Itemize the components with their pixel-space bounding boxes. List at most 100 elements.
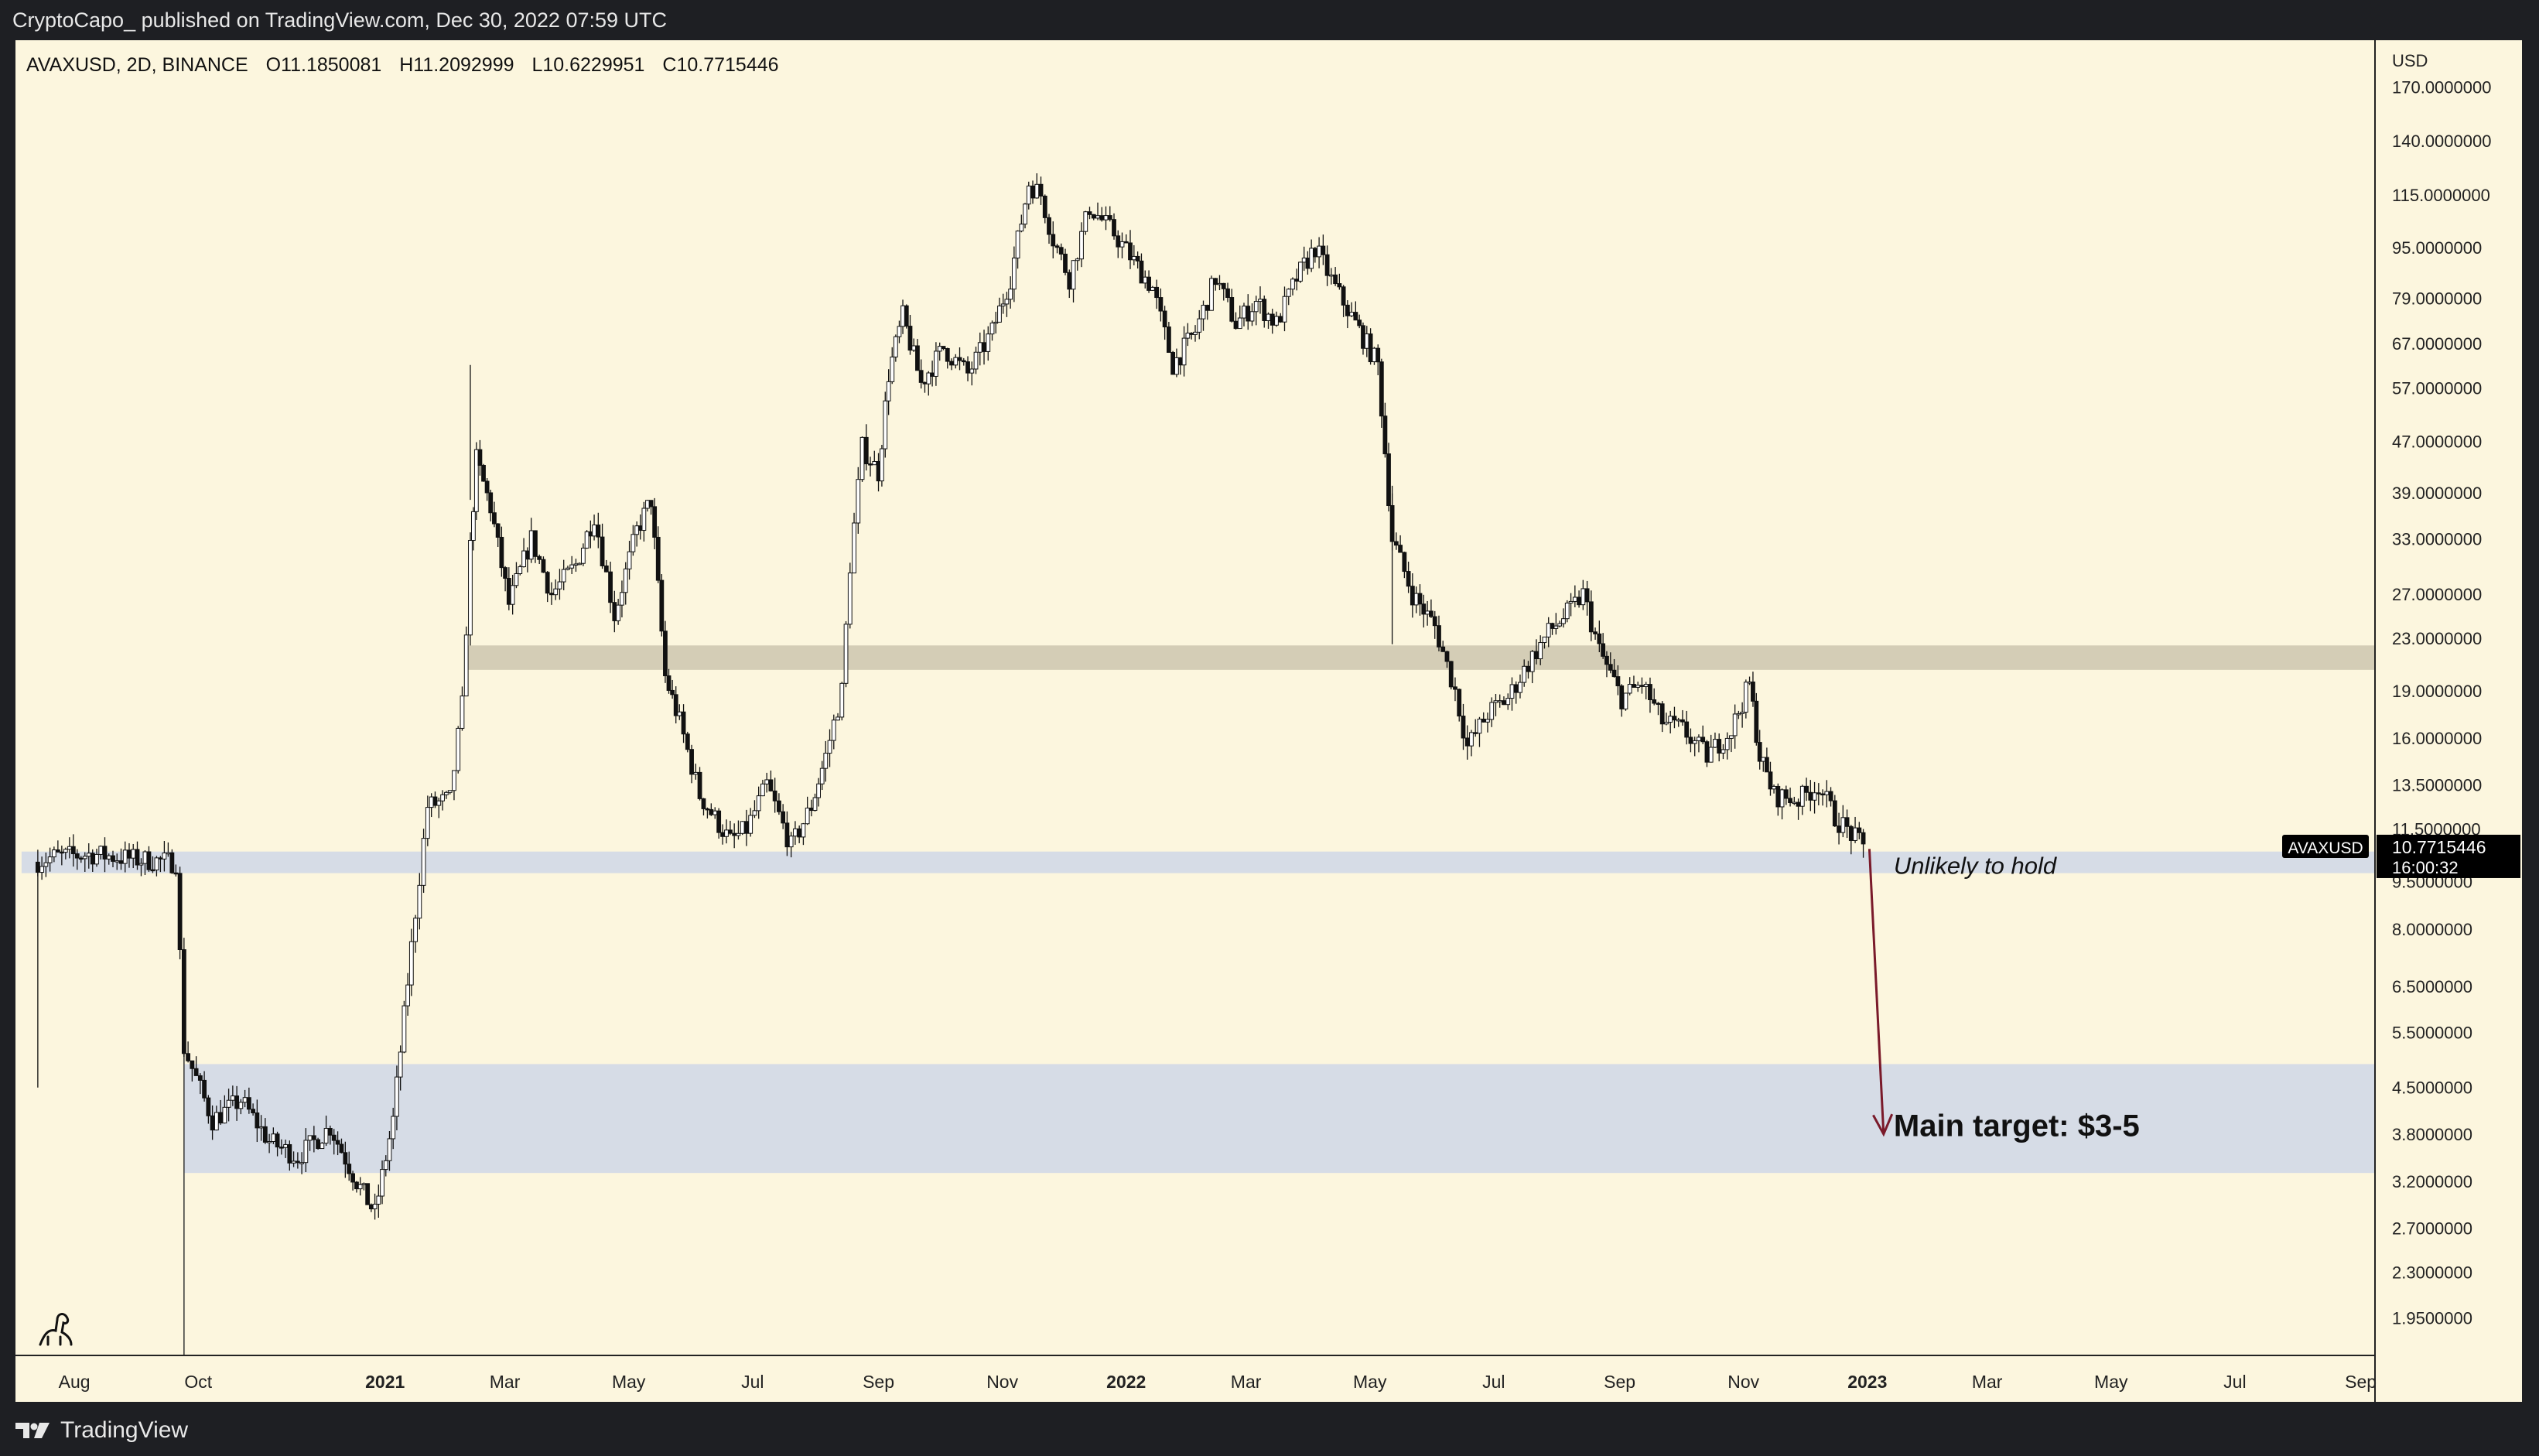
candle-body (1546, 623, 1551, 637)
candle-body (443, 791, 449, 795)
candle-body (685, 733, 690, 750)
candle-body (1804, 785, 1809, 793)
x-tick-label: Oct (184, 1372, 212, 1392)
candle-body (114, 860, 120, 863)
x-axis[interactable]: Aug Oct 2021 Mar May Jul Sep Nov 2022 Mar May Jul Se… (59, 1372, 2377, 1392)
y-tick-label: 16.0000000 (2392, 729, 2482, 748)
candle-body (781, 811, 786, 824)
candle-body (883, 400, 888, 449)
candle-body (603, 565, 609, 572)
candles-layer (35, 173, 1866, 1220)
candle-body (503, 567, 507, 579)
candle-body (1023, 203, 1027, 225)
candle-body (1379, 361, 1384, 417)
candle-body (612, 602, 617, 621)
candle-body (641, 508, 647, 531)
candle-body (74, 853, 80, 859)
candle-body (1091, 214, 1096, 219)
candle-body (1107, 215, 1112, 220)
candle-body (481, 465, 486, 482)
candle-body (1448, 661, 1454, 688)
candle-body (1166, 326, 1171, 353)
candle-body (197, 1075, 203, 1081)
y-tick-label: 170.0000000 (2392, 78, 2491, 97)
candle-body (1357, 320, 1362, 326)
candle-body (918, 370, 924, 383)
candle-body (670, 689, 675, 696)
y-tick-label: 4.5000000 (2392, 1078, 2472, 1098)
candle-body (541, 559, 546, 573)
dino-icon[interactable] (39, 1313, 73, 1346)
candle-body (1197, 318, 1202, 333)
candle-body (1290, 279, 1295, 290)
candle-body (1550, 623, 1555, 629)
candle-body (705, 808, 710, 811)
candle-body (1189, 333, 1194, 335)
candle-body (1717, 739, 1722, 754)
candle-body (320, 1143, 325, 1150)
candle-body (169, 852, 175, 873)
candle-body (484, 480, 490, 494)
candle-body (1083, 211, 1088, 232)
y-tick-label: 57.0000000 (2392, 379, 2482, 398)
candle-body (1526, 665, 1531, 672)
candle-body (1015, 231, 1020, 259)
candle-body (1217, 282, 1222, 285)
candle-body (1656, 702, 1661, 706)
candle-body (689, 749, 694, 775)
candle-body (900, 305, 905, 327)
x-tick-label: Mar (490, 1372, 521, 1392)
candle-body (863, 436, 869, 465)
candle-body (1421, 603, 1427, 615)
candle-body (681, 711, 686, 735)
candle-body (59, 851, 64, 854)
candle-body (258, 1126, 264, 1129)
candle-body (1477, 718, 1482, 734)
candle-body (1410, 586, 1415, 606)
candle-body (246, 1097, 251, 1110)
x-tick-label: Mar (1231, 1372, 1262, 1392)
candle-body (1743, 682, 1748, 713)
x-tick-label: 2022 (1106, 1372, 1146, 1392)
candle-body (1772, 785, 1776, 790)
candle-body (693, 771, 699, 775)
candle-body (1761, 757, 1766, 762)
candle-body (1489, 702, 1495, 720)
x-tick-label: Sep (2345, 1372, 2377, 1392)
candle-body (1672, 716, 1677, 721)
candle-body (836, 716, 840, 721)
candle-body (797, 828, 802, 838)
candle-body (1457, 689, 1462, 717)
candle-body (1312, 248, 1317, 258)
candlestick-chart[interactable]: Unlikely to hold Main target: $3-5 AVAXUSD… (15, 40, 2522, 1402)
candle-body (111, 855, 115, 862)
candle-body (488, 492, 494, 514)
candle-body (922, 381, 928, 385)
candle-body (989, 323, 995, 335)
resistance-zone (468, 645, 2375, 670)
candle-body (380, 1169, 384, 1197)
candle-body (1816, 792, 1821, 795)
candle-body (387, 1138, 392, 1161)
candle-body (477, 449, 483, 467)
candle-body (812, 797, 818, 812)
candle-body (596, 525, 601, 538)
candle-body (405, 984, 411, 1007)
candle-body (1736, 713, 1741, 716)
candle-body (904, 305, 909, 327)
tradingview-brand[interactable]: TradingView (14, 1417, 188, 1444)
candle-body (1382, 415, 1388, 455)
candle-body (47, 856, 53, 863)
y-axis[interactable]: USD 170.0000000 140.0000000 115.0000000 95.… (2377, 51, 2520, 1328)
candle-body (162, 853, 167, 860)
candle-body (1000, 303, 1006, 307)
candle-body (1225, 288, 1230, 299)
candle-body (839, 682, 845, 718)
candle-body (1221, 282, 1226, 289)
candle-body (764, 779, 770, 784)
candle-body (521, 550, 526, 568)
candle-body (1680, 719, 1685, 723)
candle-body (1242, 306, 1246, 319)
candle-body (368, 1204, 374, 1210)
candle-body (1181, 337, 1187, 366)
